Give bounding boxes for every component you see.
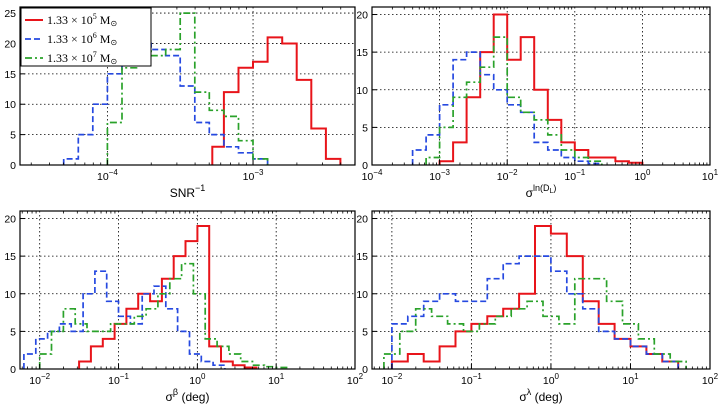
ytick-label-snr-3: 15: [4, 69, 16, 81]
xtick-label-sigma-lambda-2: 100: [543, 372, 560, 387]
ytick-label-snr-1: 5: [10, 130, 16, 142]
xtick-label-snr-1: 10−3: [243, 168, 264, 183]
xtick-label-sigma-lndl-5: 101: [702, 168, 719, 183]
series-sigma-lndl-1.33e7: [425, 36, 603, 165]
legend-label-1: 1.33 × 106 M⊙: [47, 31, 117, 47]
xtick-label-sigma-beta-4: 102: [347, 372, 364, 387]
legend: 1.33 × 105 M⊙ 1.33 × 106 M⊙ 1.33 × 107 M⊙: [20, 7, 152, 67]
panel-sigma-beta: 10−2 10−1 100 101 102 0 5 10 15 20 σβ (deg): [4, 210, 364, 404]
series-sigma-lndl-1.33e5: [438, 13, 644, 165]
ytick-label-sigma-lndl-4: 20: [356, 10, 368, 22]
xtick-label-sigma-lambda-3: 101: [622, 372, 639, 387]
ytick-label-sigma-beta-3: 15: [4, 251, 16, 263]
xtick-label-sigma-lambda-1: 10−1: [461, 372, 482, 387]
xtick-label-sigma-beta-1: 10−1: [108, 372, 129, 387]
ytick-label-sigma-lambda-4: 20: [356, 214, 368, 226]
panel-sigma-lndl: 10−4 10−3 10−2 10−1 100 101 0 5 10 15 20 σln(DL): [356, 6, 719, 200]
xlabel-sigma-beta: σβ (deg): [166, 387, 210, 404]
series-snr-1.33e6: [62, 42, 269, 165]
ytick-label-sigma-beta-4: 20: [4, 214, 16, 226]
series-sigma-lambda-1.33e6: [391, 255, 680, 369]
ytick-label-sigma-lndl-0: 0: [362, 160, 368, 172]
axes-frame-sigma-lndl: [371, 6, 711, 166]
ytick-label-sigma-lndl-2: 10: [356, 85, 368, 97]
ytick-label-snr-2: 10: [4, 99, 16, 111]
series-sigma-beta-1.33e5: [78, 225, 258, 369]
ytick-label-sigma-beta-0: 0: [10, 364, 16, 376]
axes-frame-sigma-beta: [19, 210, 356, 370]
xtick-label-sigma-lndl-1: 10−3: [429, 168, 450, 183]
ytick-label-sigma-lambda-3: 15: [356, 251, 368, 263]
ytick-label-snr-5: 25: [4, 8, 16, 20]
xtick-label-sigma-lndl-2: 10−2: [497, 168, 518, 183]
xlabel-sigma-lambda: σλ (deg): [519, 387, 562, 404]
series-sigma-lndl-1.33e6: [411, 51, 603, 165]
ytick-label-snr-0: 0: [10, 160, 16, 172]
xtick-label-sigma-lndl-0: 10−4: [362, 168, 383, 183]
legend-box: [20, 7, 152, 67]
xtick-label-sigma-beta-0: 10−2: [29, 372, 50, 387]
xtick-label-sigma-lambda-0: 10−2: [381, 372, 402, 387]
legend-label-0: 1.33 × 105 M⊙: [47, 12, 117, 28]
series-snr-1.33e5: [211, 36, 342, 165]
axes-frame-snr: [19, 6, 356, 166]
series-snr-1.33e7: [106, 12, 269, 165]
ytick-label-sigma-beta-2: 10: [4, 289, 16, 301]
ytick-label-sigma-lndl-3: 15: [356, 47, 368, 59]
ytick-label-sigma-lambda-1: 5: [362, 326, 368, 338]
axes-frame-sigma-lambda: [371, 210, 711, 370]
xtick-label-sigma-lambda-4: 102: [702, 372, 719, 387]
series-sigma-lambda-1.33e5: [390, 225, 680, 369]
ytick-label-snr-4: 20: [4, 38, 16, 50]
ytick-label-sigma-lndl-1: 5: [362, 122, 368, 134]
legend-label-2: 1.33 × 107 M⊙: [47, 50, 117, 66]
series-sigma-beta-1.33e7: [38, 262, 289, 369]
series-sigma-beta-1.33e6: [23, 270, 226, 369]
ytick-label-sigma-lambda-0: 0: [362, 364, 368, 376]
ytick-label-sigma-beta-1: 5: [10, 326, 16, 338]
xtick-label-sigma-beta-2: 100: [189, 372, 206, 387]
xtick-label-sigma-beta-3: 101: [268, 372, 285, 387]
xlabel-sigma-lndl: σln(DL): [526, 183, 557, 200]
ytick-label-sigma-lambda-2: 10: [356, 289, 368, 301]
xlabel-snr: SNR−1: [170, 183, 206, 200]
series-sigma-lambda-1.33e7: [383, 277, 687, 369]
panel-sigma-lambda: 10−2 10−1 100 101 102 0 5 10 15 20 σλ (deg): [356, 210, 719, 404]
xtick-label-sigma-lndl-4: 100: [634, 168, 651, 183]
xtick-label-sigma-lndl-3: 10−1: [564, 168, 585, 183]
xtick-label-snr-0: 10−4: [97, 168, 118, 183]
panel-snr: 10−4 10−3 0 5 10 15 20 25 SNR−1: [4, 6, 356, 200]
